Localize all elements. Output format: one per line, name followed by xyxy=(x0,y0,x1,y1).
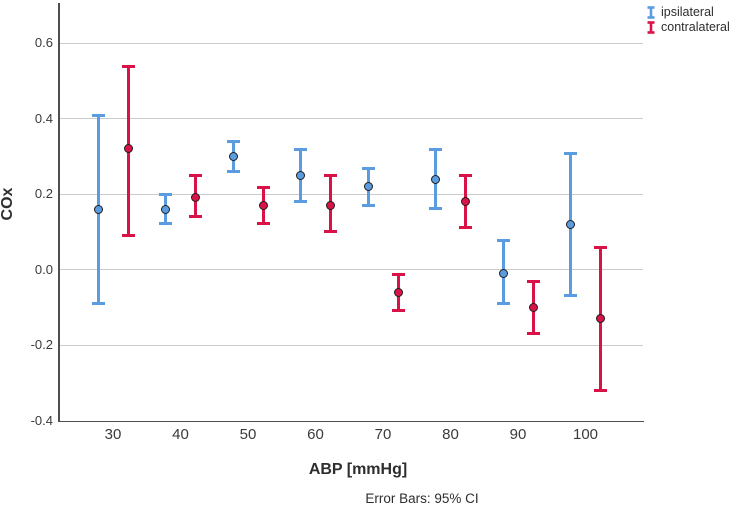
x-tick-label: 50 xyxy=(239,426,257,443)
x-axis-title: ABP [mmHg] xyxy=(308,461,408,478)
marker-contralateral-90 xyxy=(528,303,538,313)
legend-label: contralateral xyxy=(661,20,730,34)
error-bar-cap-top-contralateral-30 xyxy=(121,64,135,68)
marker-contralateral-30 xyxy=(123,144,133,154)
error-bar-cap-bottom-contralateral-40 xyxy=(189,214,202,218)
error-bar-cap-top-ipsilateral-50 xyxy=(226,140,240,144)
error-bar-cap-top-ipsilateral-100 xyxy=(564,151,577,155)
x-tick-label: 80 xyxy=(442,426,459,443)
error-bar-cap-top-contralateral-70 xyxy=(391,272,405,276)
x-tick-label: 70 xyxy=(374,426,392,443)
marker-contralateral-50 xyxy=(258,201,268,211)
error-bar-cap-bottom-contralateral-70 xyxy=(391,309,405,313)
error-bar-cap-bottom-contralateral-100 xyxy=(594,388,607,392)
marker-ipsilateral-60 xyxy=(296,170,305,180)
error-bar-icon xyxy=(647,5,655,19)
error-bar-icon xyxy=(647,20,655,34)
error-bar-cap-top-contralateral-80 xyxy=(459,174,472,178)
error-bar-cap-bottom-contralateral-60 xyxy=(324,230,337,233)
error-bar-cap-bottom-ipsilateral-80 xyxy=(429,207,442,211)
error-bar-cap-top-ipsilateral-70 xyxy=(361,166,375,170)
error-bar-cap-bottom-contralateral-90 xyxy=(526,332,540,336)
error-bar-cap-bottom-ipsilateral-100 xyxy=(564,294,577,298)
error-bar-cap-top-ipsilateral-60 xyxy=(294,147,307,151)
x-tick-label: 100 xyxy=(572,426,599,443)
x-tick-label: 40 xyxy=(172,426,189,443)
x-tick-label: 60 xyxy=(307,426,324,443)
y-tick-label: -0.2 xyxy=(30,337,53,353)
error-bar-cap-top-ipsilateral-30 xyxy=(91,113,105,117)
marker-ipsilateral-90 xyxy=(498,269,508,279)
error-bar-cap-top-contralateral-100 xyxy=(594,246,607,250)
legend-item-contralateral: contralateral xyxy=(646,20,730,34)
error-bar-cap-bottom-ipsilateral-60 xyxy=(294,199,307,203)
marker-contralateral-60 xyxy=(326,201,335,211)
marker-ipsilateral-70 xyxy=(363,182,373,192)
x-tick-label: 90 xyxy=(509,426,527,443)
error-bar-cap-top-ipsilateral-40 xyxy=(159,193,172,197)
error-bar-cap-top-contralateral-40 xyxy=(189,174,202,178)
gridline-y-0.4 xyxy=(59,118,643,120)
marker-ipsilateral-30 xyxy=(93,204,103,214)
marker-ipsilateral-40 xyxy=(161,204,170,214)
y-tick-label: 0.2 xyxy=(34,186,53,202)
marker-contralateral-70 xyxy=(393,287,403,297)
marker-ipsilateral-50 xyxy=(228,151,238,161)
marker-contralateral-40 xyxy=(191,193,200,203)
gridline-y-0.0 xyxy=(59,269,643,271)
error-bar-cap-top-ipsilateral-80 xyxy=(429,147,442,151)
y-axis-line xyxy=(58,3,60,422)
y-tick-label: 0.4 xyxy=(34,110,53,126)
y-axis-title: COx xyxy=(0,187,16,221)
error-bar-cap-bottom-ipsilateral-70 xyxy=(361,203,375,207)
legend-label: ipsilateral xyxy=(661,5,714,19)
error-bar-cap-top-contralateral-60 xyxy=(324,174,337,178)
error-bar-cap-bottom-ipsilateral-40 xyxy=(159,222,172,226)
error-bars-caption: Error Bars: 95% CI xyxy=(365,491,479,506)
y-tick-label: 0.6 xyxy=(34,35,53,50)
error-bar-cap-bottom-ipsilateral-30 xyxy=(91,301,105,305)
error-bar-cap-bottom-contralateral-50 xyxy=(256,222,270,226)
legend: ipsilateral contralateral xyxy=(646,5,730,34)
error-bar-cap-top-ipsilateral-90 xyxy=(496,238,510,242)
x-axis-line xyxy=(58,420,644,422)
legend-item-ipsilateral: ipsilateral xyxy=(646,5,730,19)
y-tick-label: -0.4 xyxy=(30,413,53,428)
marker-contralateral-80 xyxy=(461,197,470,207)
error-bar-cap-top-contralateral-50 xyxy=(256,185,270,189)
error-bar-cap-bottom-contralateral-30 xyxy=(121,233,135,237)
error-bar-cap-bottom-ipsilateral-50 xyxy=(226,169,240,173)
marker-contralateral-100 xyxy=(596,314,605,324)
error-bar-cap-bottom-contralateral-80 xyxy=(459,226,472,230)
error-bar-cap-bottom-ipsilateral-90 xyxy=(496,301,510,305)
gridline-y--0.2 xyxy=(59,344,643,346)
x-tick-label: 30 xyxy=(104,426,122,443)
y-tick-label: 0.0 xyxy=(34,261,53,277)
marker-ipsilateral-100 xyxy=(566,219,575,229)
gridline-y-0.6 xyxy=(59,42,643,44)
marker-ipsilateral-80 xyxy=(431,174,440,184)
error-bar-cap-top-contralateral-90 xyxy=(526,280,540,284)
gridline-y-0.2 xyxy=(59,193,643,195)
